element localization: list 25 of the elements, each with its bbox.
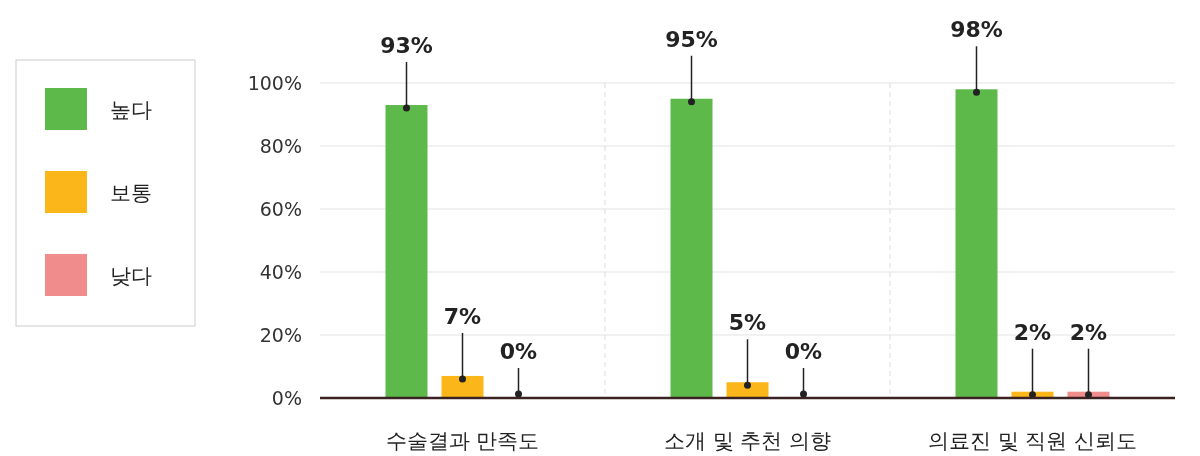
data-label: 95% — [665, 26, 718, 52]
data-label: 7% — [443, 303, 482, 329]
y-tick-label: 0% — [271, 387, 302, 409]
legend-label: 낮다 — [110, 264, 152, 288]
y-tick-label: 60% — [259, 198, 302, 220]
bar — [441, 375, 484, 398]
legend-label: 보통 — [110, 181, 152, 205]
bar — [670, 98, 713, 398]
x-tick-label: 소개 및 추천 의향 — [663, 429, 832, 453]
data-label: 93% — [380, 33, 433, 59]
x-tick-label: 의료진 및 직원 신뢰도 — [927, 429, 1138, 453]
data-label: 98% — [950, 17, 1003, 43]
bar — [385, 105, 428, 398]
legend-label: 높다 — [110, 98, 152, 122]
x-tick-label: 수술결과 만족도 — [385, 429, 540, 453]
y-tick-label: 80% — [259, 135, 302, 157]
data-label: 5% — [728, 310, 767, 336]
y-tick-label: 20% — [259, 324, 302, 346]
data-label: 2% — [1069, 319, 1108, 345]
data-label: 2% — [1013, 319, 1052, 345]
y-tick-label: 40% — [259, 261, 302, 283]
bar — [955, 89, 998, 398]
y-tick-label: 100% — [247, 72, 302, 94]
data-label: 0% — [784, 339, 823, 364]
data-label: 0% — [499, 339, 538, 364]
